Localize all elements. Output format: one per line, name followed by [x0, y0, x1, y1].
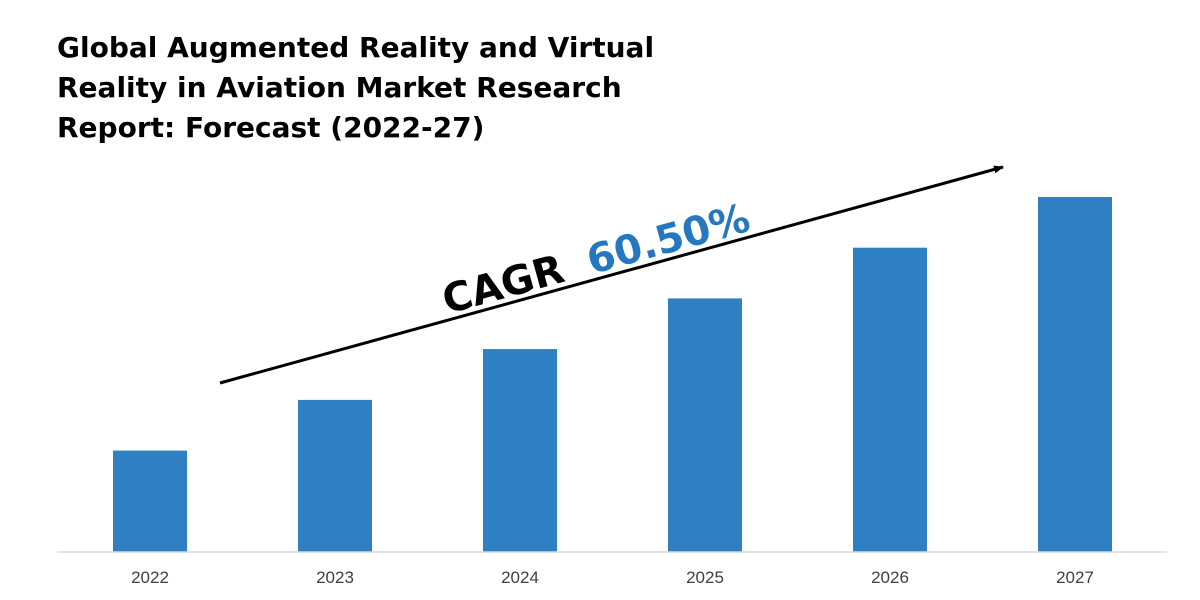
- bar-2023: [298, 399, 372, 552]
- x-tick-label-2022: 2022: [131, 568, 169, 587]
- x-tick-label-2024: 2024: [501, 568, 539, 587]
- x-tick-label-2025: 2025: [686, 568, 724, 587]
- cagr-trend-arrow: [219, 165, 1004, 385]
- cagr-label: CAGR: [437, 246, 569, 323]
- cagr-value: 60.50%: [582, 195, 755, 284]
- x-tick-labels: 2022 2023 2024 2025 2026 2027: [131, 568, 1094, 587]
- chart-title-line-1: Global Augmented Reality and Virtual: [57, 31, 654, 64]
- bar-2026: [853, 247, 927, 552]
- chart-title-line-3: Report: Forecast (2022-27): [57, 111, 484, 144]
- chart-title-line-2: Reality in Aviation Market Research: [57, 71, 622, 104]
- bars: [113, 197, 1112, 552]
- bar-2027: [1038, 197, 1112, 552]
- x-tick-label-2023: 2023: [316, 568, 354, 587]
- x-tick-label-2027: 2027: [1056, 568, 1094, 587]
- bar-2022: [113, 450, 187, 552]
- chart-title: Global Augmented Reality and Virtual Rea…: [57, 31, 664, 144]
- bar-2024: [483, 349, 557, 552]
- bar-2025: [668, 298, 742, 552]
- x-tick-label-2026: 2026: [871, 568, 909, 587]
